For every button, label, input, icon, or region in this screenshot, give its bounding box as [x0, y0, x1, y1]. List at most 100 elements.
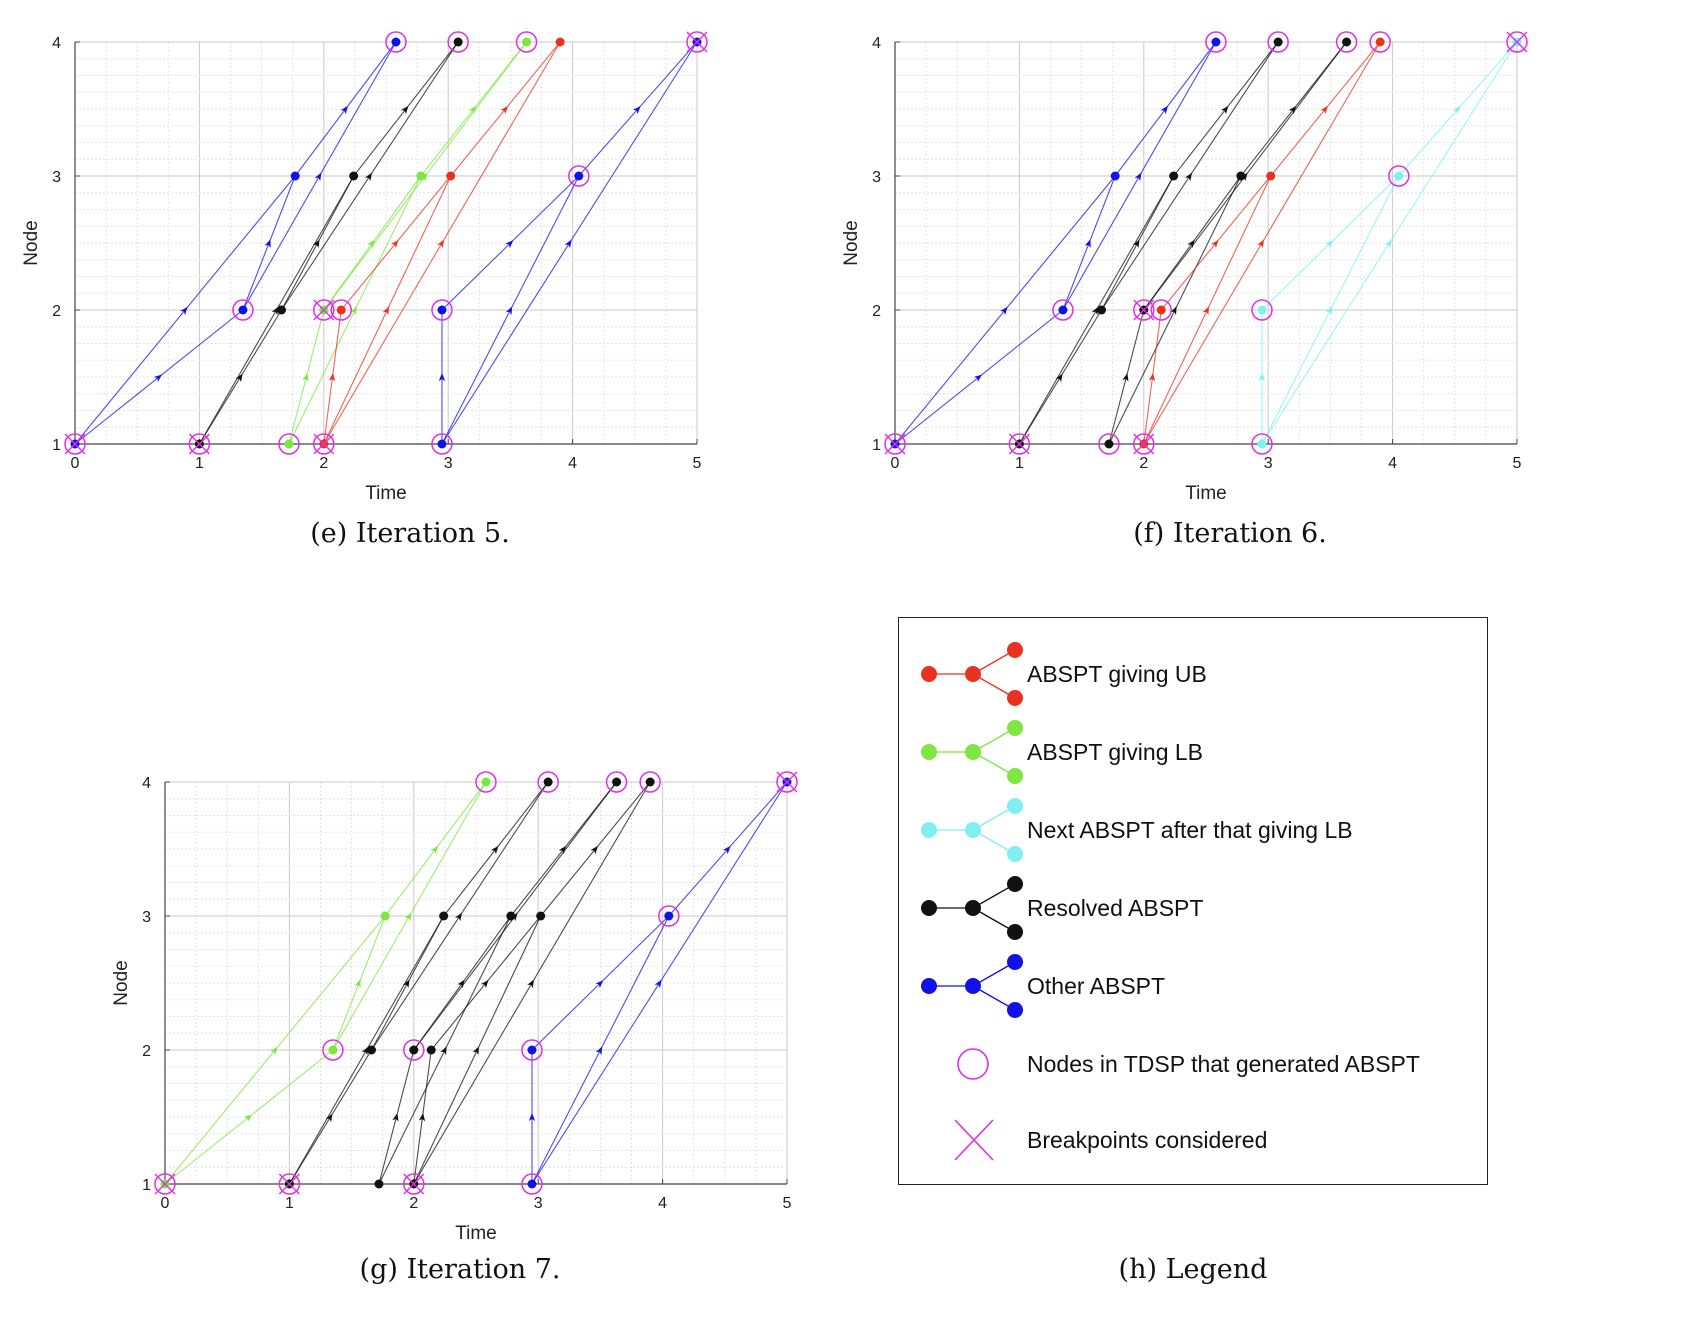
- node-point: [664, 911, 674, 921]
- x-tick-label: 3: [1264, 455, 1273, 472]
- tdsp-node-circle: [1008, 433, 1031, 455]
- legend-item: Next ABSPT after that giving LB: [921, 798, 1353, 862]
- x-tick-label: 4: [1388, 455, 1397, 472]
- arrow-mark: [564, 239, 572, 249]
- tdsp-node-circle: [521, 1173, 543, 1195]
- arrow-mark: [1000, 306, 1008, 316]
- arrow-mark: [505, 240, 514, 249]
- arrow-mark: [1288, 105, 1297, 115]
- node-point: [574, 171, 584, 181]
- node-point: [1169, 171, 1179, 181]
- arrow-mark: [1325, 306, 1333, 316]
- y-tick-label: 4: [142, 775, 151, 792]
- y-tick-label: 1: [872, 437, 881, 454]
- node-point: [380, 911, 390, 921]
- legend-dot: [921, 822, 937, 838]
- arrow-mark: [418, 1113, 426, 1122]
- node-point: [374, 1179, 384, 1189]
- arrow-mark: [438, 373, 446, 381]
- arrow-mark: [500, 105, 508, 115]
- legend-line: [972, 649, 1016, 675]
- arrow-mark: [400, 105, 409, 115]
- node-point: [1236, 171, 1246, 181]
- node-point: [1257, 439, 1267, 449]
- node-point: [437, 439, 447, 449]
- arrow-mark: [430, 845, 438, 855]
- legend-dot: [1007, 924, 1023, 940]
- legend-dot: [1007, 798, 1023, 814]
- legend-item: Nodes in TDSP that generated ABSPT: [957, 1048, 1420, 1080]
- arrow-mark: [1210, 239, 1219, 249]
- tdsp-node-circle: [776, 771, 798, 793]
- arrow-mark: [632, 106, 641, 115]
- node-point: [284, 439, 294, 449]
- arrow-mark: [457, 979, 465, 989]
- tdsp-node-circle: [154, 1173, 176, 1195]
- tdsp-node-circle: [403, 1173, 425, 1195]
- arrow-mark: [595, 1046, 603, 1056]
- series-blue: [70, 37, 702, 449]
- y-tick-label: 1: [52, 437, 61, 454]
- arrow-mark: [302, 373, 309, 382]
- node-point: [1156, 305, 1166, 315]
- series-black: [194, 37, 463, 449]
- arrow-mark: [235, 373, 243, 383]
- arrow-mark: [973, 374, 983, 382]
- tdsp-node-circle: [1150, 299, 1172, 321]
- legend-dot: [921, 900, 937, 916]
- tdsp-node-circle: [1267, 31, 1289, 53]
- arrow-mark: [1384, 239, 1392, 249]
- y-tick-label: 1: [142, 1177, 151, 1194]
- tdsp-node-circle: [1506, 31, 1528, 53]
- legend-dot: [1007, 720, 1023, 736]
- tdsp-node-circle: [515, 31, 538, 53]
- legend-dot: [1007, 876, 1023, 892]
- x-axis-label: Time: [365, 483, 407, 504]
- node-point: [612, 777, 622, 787]
- y-tick-label: 3: [52, 169, 61, 186]
- x-tick-label: 0: [71, 455, 80, 472]
- x-tick-label: 5: [783, 1195, 792, 1212]
- y-tick-label: 2: [142, 1043, 151, 1060]
- tdsp-node-circle: [521, 1039, 543, 1061]
- tdsp-node-circle: [322, 1039, 344, 1061]
- node-point: [645, 777, 655, 787]
- node-point: [1257, 305, 1267, 315]
- legend-dot: [921, 666, 937, 682]
- tdsp-node-circle: [1133, 433, 1155, 455]
- arrow-mark: [654, 979, 662, 989]
- breakpoint-cross: [313, 299, 335, 321]
- arrow-mark: [153, 374, 163, 382]
- legend-label: ABSPT giving LB: [1027, 739, 1203, 765]
- legend-dot: [921, 744, 937, 760]
- arrow-mark: [340, 105, 348, 115]
- caption-iteration-5: (e) Iteration 5.: [310, 518, 510, 549]
- legend-item: Resolved ABSPT: [921, 876, 1203, 940]
- breakpoint-cross: [776, 771, 798, 793]
- tdsp-node-circle: [431, 299, 453, 321]
- grid: [164, 781, 788, 1185]
- tdsp-node-circle: [330, 299, 352, 321]
- tdsp-node-circle: [1205, 31, 1227, 53]
- y-tick-label: 3: [872, 169, 881, 186]
- arrow-mark: [264, 239, 271, 248]
- arrow-mark: [328, 373, 336, 382]
- arrow-mark: [490, 845, 499, 855]
- arrow-mark: [382, 306, 389, 315]
- arrow-mark: [505, 306, 513, 316]
- breakpoint-cross: [1133, 299, 1155, 321]
- x-tick-label: 2: [319, 455, 328, 472]
- node-point: [437, 305, 447, 315]
- arrow-mark: [1187, 239, 1195, 249]
- tdsp-node-circle: [278, 433, 300, 455]
- y-tick-label: 4: [52, 35, 61, 52]
- arrow-mark: [472, 1046, 479, 1055]
- arrow-mark: [528, 1113, 536, 1121]
- legend-label: Resolved ABSPT: [1027, 895, 1203, 921]
- caption-iteration-7: (g) Iteration 7.: [359, 1254, 561, 1285]
- legend: ABSPT giving UB ABSPT giving LB Next ABSPT…: [921, 642, 1420, 1161]
- tdsp-node-circle: [313, 433, 335, 455]
- breakpoint-cross: [686, 31, 708, 53]
- breakpoint-cross: [1133, 433, 1155, 455]
